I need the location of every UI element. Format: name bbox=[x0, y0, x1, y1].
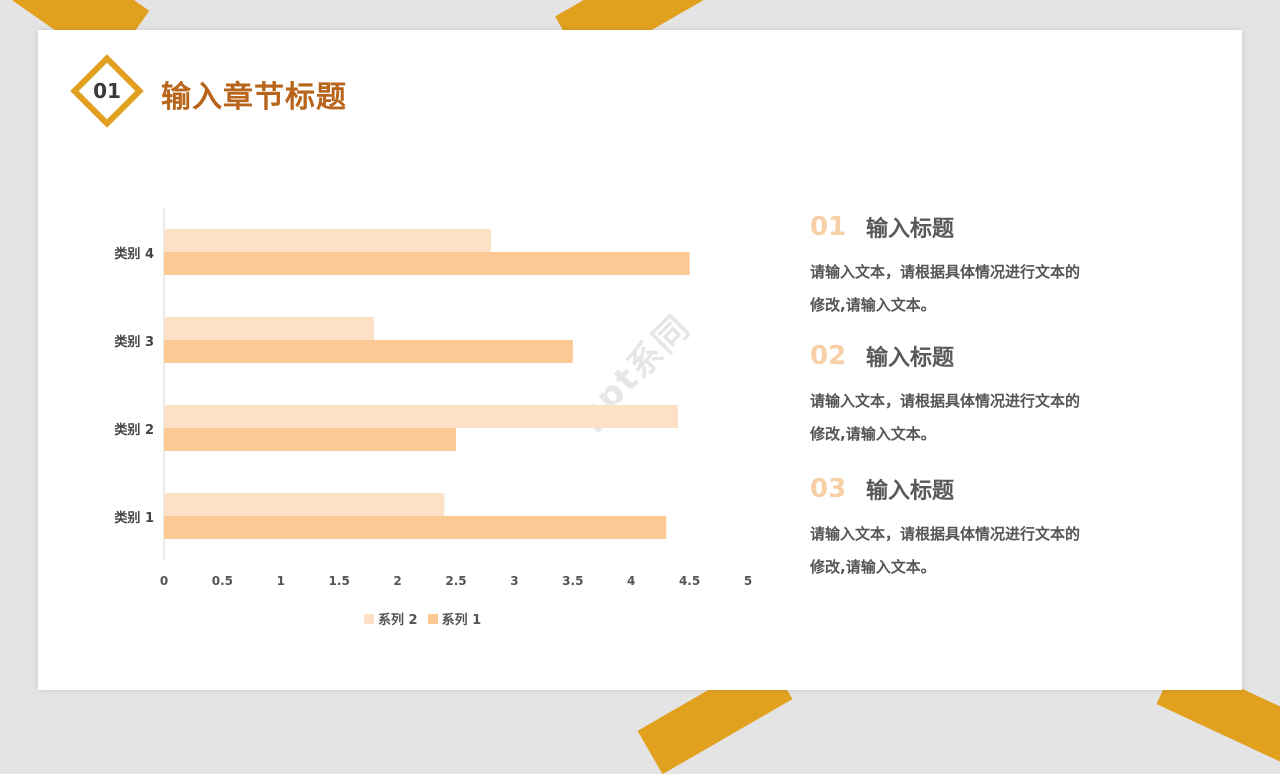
category-label: 类别 3 bbox=[114, 335, 154, 350]
x-tick-label: 0 bbox=[159, 574, 169, 588]
bar-series-2-cat-4 bbox=[164, 229, 492, 252]
x-tick-label: 1.5 bbox=[328, 574, 350, 588]
legend-item-series-2: 系列 2 bbox=[364, 609, 418, 628]
x-tick-label: 3 bbox=[510, 574, 519, 588]
x-tick-label: 2 bbox=[393, 574, 402, 588]
info-item-3: 03 输入标题 请输入文本，请根据具体情况进行文本的修改,请输入文本。 bbox=[810, 472, 1090, 584]
x-tick-label: 4 bbox=[627, 574, 636, 588]
info-item-title: 输入标题 bbox=[866, 479, 955, 504]
info-item-number: 03 bbox=[810, 474, 847, 504]
bar-series-1-cat-1 bbox=[164, 516, 667, 539]
bar-series-2-cat-1 bbox=[164, 493, 445, 516]
info-item-number: 02 bbox=[810, 341, 847, 371]
info-item-text: 请输入文本，请根据具体情况进行文本的修改,请输入文本。 bbox=[810, 525, 1081, 576]
bar-series-2-cat-2 bbox=[164, 405, 678, 428]
x-tick-label: 3.5 bbox=[562, 574, 584, 588]
x-tick-label: 1 bbox=[276, 574, 285, 588]
legend-item-series-1: 系列 1 bbox=[427, 609, 482, 628]
legend-swatch-series-1 bbox=[427, 613, 438, 624]
bar-series-2-cat-3 bbox=[164, 317, 375, 340]
x-tick-label: 2.5 bbox=[445, 574, 467, 588]
legend-swatch-series-2 bbox=[364, 613, 374, 624]
info-item-title: 输入标题 bbox=[866, 217, 955, 242]
info-item-1: 01 输入标题 请输入文本，请根据具体情况进行文本的修改,请输入文本。 bbox=[810, 210, 1090, 322]
x-tick-label: 4.5 bbox=[678, 574, 701, 588]
info-item-text: 请输入文本，请根据具体情况进行文本的修改,请输入文本。 bbox=[810, 392, 1081, 443]
section-number: 01 bbox=[93, 79, 121, 103]
chart-legend: 系列 2 系列 1 bbox=[364, 609, 481, 628]
x-tick-label: 5 bbox=[743, 574, 753, 588]
bar-chart bbox=[163, 208, 690, 560]
legend-label-series-2: 系列 2 bbox=[378, 613, 418, 628]
bar-series-1-cat-3 bbox=[164, 340, 573, 363]
category-label: 类别 2 bbox=[114, 423, 154, 438]
bar-series-1-cat-2 bbox=[164, 428, 456, 451]
info-item-number: 01 bbox=[810, 212, 847, 242]
bar-series-1-cat-4 bbox=[164, 252, 690, 275]
legend-label-series-1: 系列 1 bbox=[441, 613, 482, 628]
x-tick-label: 0.5 bbox=[211, 574, 234, 588]
category-label: 类别 1 bbox=[114, 511, 154, 526]
section-title: 输入章节标题 bbox=[161, 80, 347, 115]
category-label: 类别 4 bbox=[114, 247, 154, 262]
info-item-2: 02 输入标题 请输入文本，请根据具体情况进行文本的修改,请输入文本。 bbox=[810, 339, 1090, 451]
info-item-text: 请输入文本，请根据具体情况进行文本的修改,请输入文本。 bbox=[810, 263, 1081, 314]
info-item-title: 输入标题 bbox=[866, 346, 955, 371]
